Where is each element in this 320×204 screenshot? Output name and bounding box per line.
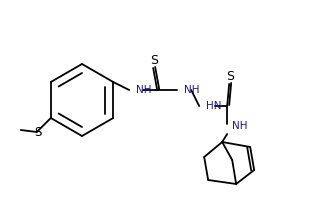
Text: S: S: [34, 126, 42, 140]
Text: S: S: [226, 70, 234, 82]
Text: S: S: [150, 53, 158, 67]
Text: NH: NH: [136, 85, 152, 95]
Text: NH: NH: [232, 121, 248, 131]
Text: HN: HN: [206, 101, 222, 111]
Text: NH: NH: [184, 85, 200, 95]
